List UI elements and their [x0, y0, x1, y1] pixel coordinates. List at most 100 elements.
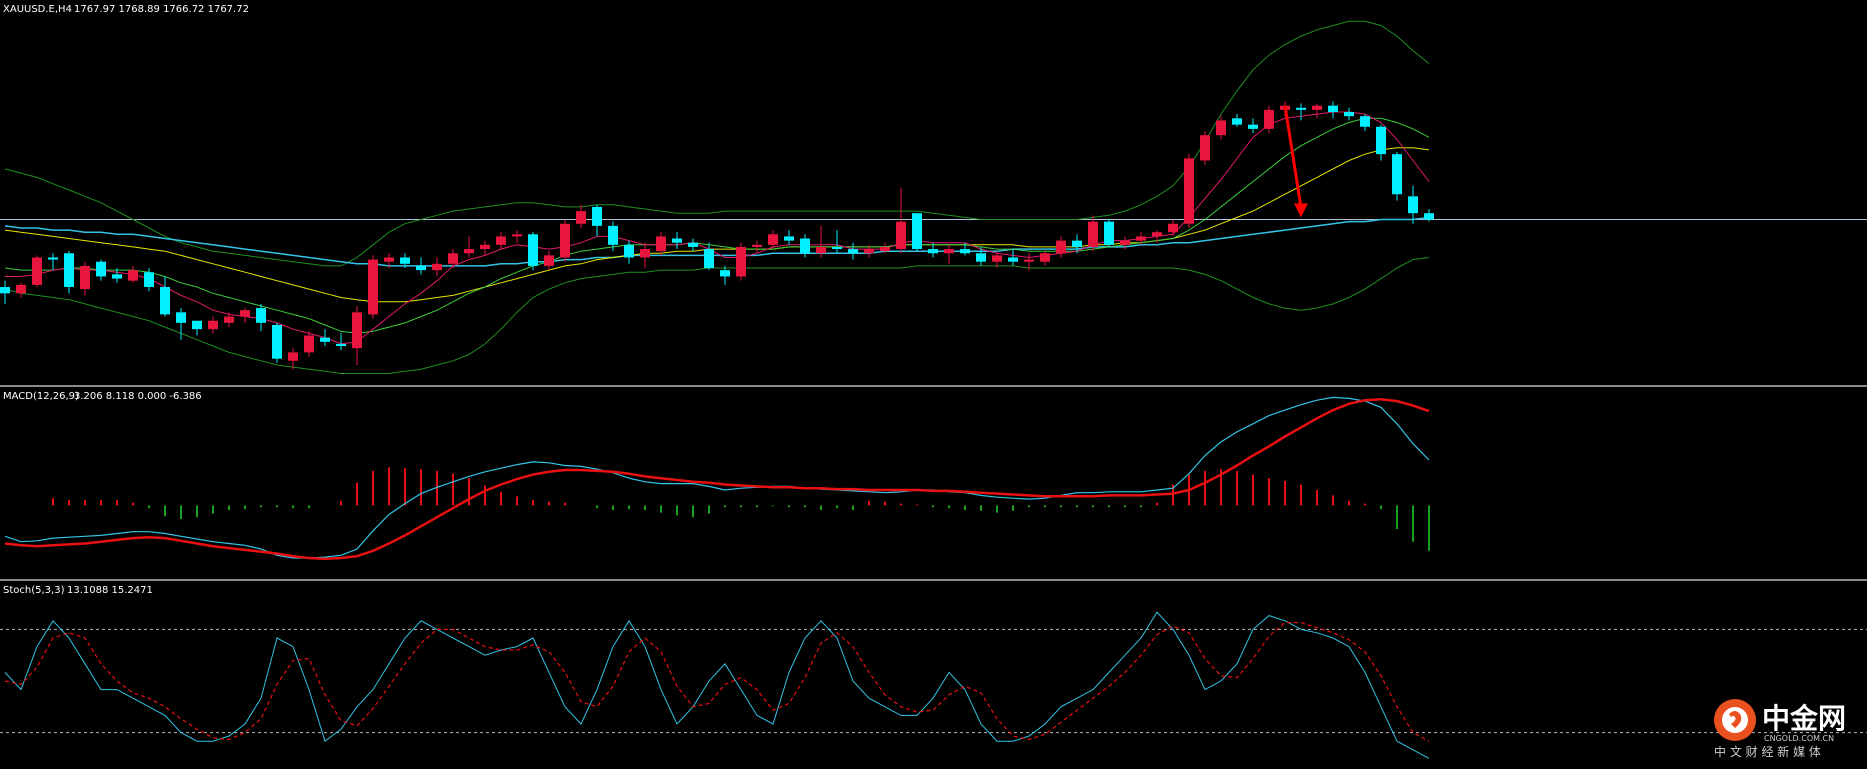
candle-body	[1136, 236, 1146, 241]
candle-body	[640, 249, 650, 258]
candle-body	[928, 249, 938, 254]
candle-body	[448, 253, 458, 264]
candle-body	[624, 244, 634, 258]
stochastic-pane: Stoch(5,3,3) 13.1088 15.2471	[0, 585, 1867, 759]
candle-body	[800, 238, 810, 254]
candle-body	[224, 316, 234, 323]
candle-body	[992, 255, 1002, 262]
candle-body	[1344, 111, 1354, 117]
candle-body	[480, 244, 490, 250]
candle-body	[1248, 124, 1258, 129]
candle-body	[736, 246, 746, 277]
candle-body	[464, 249, 474, 254]
bollinger-lower-band	[4, 257, 1430, 374]
candle-body	[1104, 221, 1114, 245]
candle-body	[320, 337, 330, 342]
stochastic-readout: 13.1088 15.2471	[67, 585, 153, 596]
annotation-arrow-head	[1294, 203, 1308, 218]
stochastic-pane-title: Stoch(5,3,3)	[3, 585, 65, 596]
candle-body	[1392, 154, 1402, 195]
brand-logo-icon	[1722, 707, 1748, 733]
candle-body	[768, 234, 778, 245]
moving-average-long	[4, 216, 1430, 267]
candle-body	[752, 244, 762, 247]
candle-body	[960, 249, 970, 254]
candle-body	[576, 211, 586, 224]
candle-body	[656, 236, 666, 252]
candle-body	[1024, 259, 1034, 262]
candle-body	[1088, 221, 1098, 247]
candle-body	[1200, 135, 1210, 161]
macd-pane: MACD(12,26,9) 3.206 8.118 0.000 -6.386	[3, 391, 1430, 561]
candle-body	[944, 249, 954, 254]
candle-body	[1184, 158, 1194, 224]
candle-body	[432, 263, 442, 271]
candle-body	[1264, 109, 1274, 129]
candle-body	[160, 287, 170, 315]
price-pane-title: XAUUSD.E,H4	[3, 4, 72, 15]
annotation-arrow	[1283, 105, 1303, 208]
candle-body	[672, 238, 682, 243]
candle-body	[1056, 240, 1066, 254]
candle-body	[1072, 240, 1082, 247]
candle-body	[704, 249, 714, 269]
candle-body	[496, 236, 506, 245]
candle-body	[912, 213, 922, 250]
candle-body	[1408, 196, 1418, 214]
candle-body	[720, 270, 730, 277]
candle-body	[976, 253, 986, 262]
candle-body	[304, 335, 314, 353]
candle-body	[1312, 105, 1322, 110]
candle-body	[1328, 105, 1338, 112]
macd-readout: 3.206 8.118 0.000 -6.386	[74, 391, 202, 402]
candle-body	[832, 246, 842, 250]
candle-body	[1040, 253, 1050, 262]
macd-line	[4, 396, 1430, 559]
price-ohlc-readout: 1767.97 1768.89 1766.72 1767.72	[74, 4, 249, 15]
candle-body	[352, 312, 362, 349]
candle-body	[32, 257, 42, 285]
moving-average-slow	[4, 147, 1430, 303]
brand-logo-icon	[1729, 711, 1742, 728]
candle-body	[128, 270, 138, 281]
candle-body	[144, 272, 154, 288]
candle-body	[608, 225, 618, 245]
candle-body	[256, 308, 266, 323]
candle-body	[384, 257, 394, 262]
macd-pane-title: MACD(12,26,9)	[3, 391, 79, 402]
candle-body	[16, 284, 26, 294]
candle-body	[1376, 126, 1386, 155]
candle-body	[560, 223, 570, 258]
candle-body	[288, 352, 298, 361]
brand-logo-domain: CNGOLD.COM.CN	[1764, 734, 1834, 743]
candle-body	[0, 287, 10, 294]
candle-body	[272, 324, 282, 359]
candle-body	[880, 246, 890, 252]
candle-body	[368, 259, 378, 315]
brand-logo-tagline: 中 文 财 经 新 媒 体	[1714, 744, 1821, 759]
brand-logo: 中金网 CNGOLD.COM.CN 中 文 财 经 新 媒 体	[1714, 699, 1846, 759]
moving-average-mid	[4, 117, 1430, 334]
candle-body	[48, 257, 58, 260]
candle-body	[1296, 107, 1306, 110]
candle-body	[208, 320, 218, 330]
candle-body	[64, 253, 74, 288]
candle-body	[864, 249, 874, 254]
candle-body	[816, 246, 826, 254]
candle-body	[1152, 232, 1162, 237]
candle-body	[96, 261, 106, 277]
candle-body	[112, 274, 122, 279]
candle-body	[1120, 240, 1130, 245]
brand-logo-text: 中金网	[1762, 702, 1846, 735]
candle-body	[1168, 223, 1178, 233]
candle-body	[896, 221, 906, 250]
stochastic-d-line	[4, 621, 1430, 742]
candle-body	[528, 234, 538, 266]
candle-body	[848, 249, 858, 254]
stochastic-k-line	[4, 611, 1430, 759]
candle-body	[1360, 116, 1370, 127]
candle-body	[416, 265, 426, 271]
candle-body	[512, 234, 522, 237]
